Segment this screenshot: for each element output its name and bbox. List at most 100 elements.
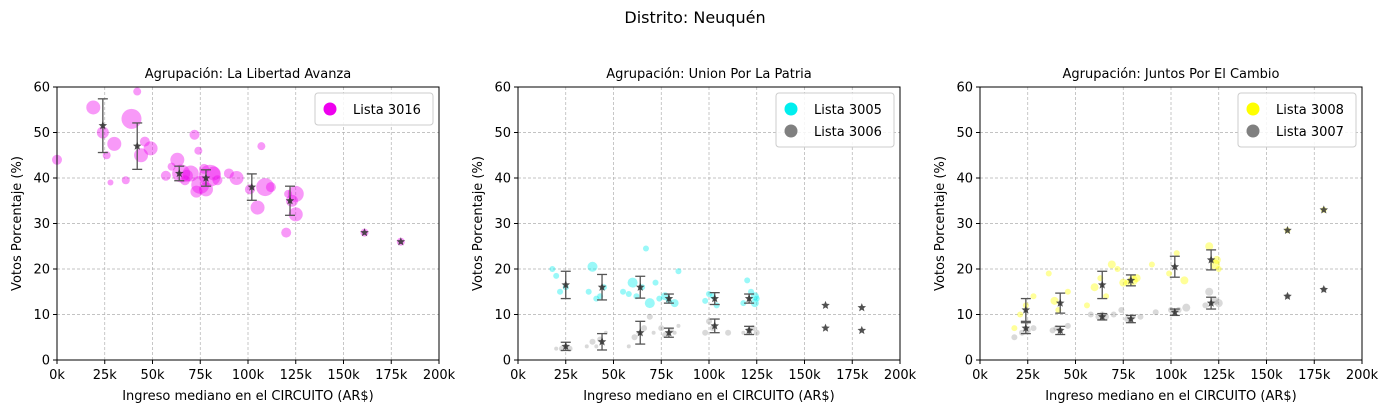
x-tick-label: 125k	[1203, 368, 1236, 383]
data-point	[658, 325, 665, 332]
legend-marker	[1246, 102, 1260, 116]
data-point	[584, 344, 589, 349]
chart-panel-2: 0k 25k 50k 75k 100k 125k 150k 175k 200k 0 10 20 30 40…	[471, 67, 917, 404]
chart-title: Agrupación: Union Por La Patria	[606, 67, 812, 82]
mean-marker	[1283, 291, 1292, 300]
data-point	[589, 338, 596, 345]
data-point	[741, 330, 746, 335]
mean-marker	[98, 121, 108, 130]
data-point	[670, 299, 679, 308]
data-point	[1166, 270, 1173, 277]
mean-marker	[360, 228, 369, 237]
legend-marker	[1246, 124, 1260, 138]
plot-frame	[56, 86, 440, 361]
data-point	[107, 179, 114, 186]
y-tick-label: 20	[33, 263, 50, 278]
chart-title: Agrupación: Juntos Por El Cambio	[1063, 67, 1280, 82]
mean-marker	[201, 173, 211, 182]
x-tick-label: 0k	[972, 368, 988, 383]
data-point	[702, 329, 709, 336]
data-point	[170, 152, 185, 167]
data-point	[133, 87, 142, 96]
data-point	[641, 325, 648, 332]
y-tick-label: 60	[956, 81, 973, 96]
mean-marker	[597, 337, 607, 346]
y-tick-label: 30	[33, 217, 50, 232]
mean-marker	[1283, 225, 1292, 234]
data-point	[1049, 327, 1056, 334]
mean-marker	[396, 237, 406, 246]
y-tick-label: 40	[494, 172, 511, 187]
legend-entry: Lista 3006	[814, 125, 882, 140]
data-point	[281, 227, 292, 238]
mean-marker	[1319, 284, 1329, 294]
data-point	[553, 272, 560, 279]
y-axis-label: Votos Porcentaje (%)	[933, 156, 948, 291]
data-point	[753, 295, 760, 302]
data-point	[1202, 302, 1209, 309]
x-tick-label: 125k	[280, 368, 313, 383]
legend-box	[314, 92, 434, 126]
plot-frame	[517, 86, 901, 361]
data-point	[652, 279, 659, 286]
x-tick-label: 50k	[140, 368, 165, 383]
data-point	[194, 146, 203, 155]
data-point	[557, 288, 564, 295]
x-tick-label: 175k	[836, 368, 869, 383]
x-axis-label: Ingreso mediano en el CIRCUITO (AR$)	[583, 389, 835, 404]
data-point	[753, 329, 760, 336]
mean-marker	[635, 282, 645, 291]
x-tick-label: 0k	[510, 368, 526, 383]
x-tick-label: 100k	[693, 368, 726, 383]
data-point	[223, 168, 234, 179]
y-tick-label: 0	[965, 354, 973, 369]
data-point	[265, 182, 276, 193]
legend-entry: Lista 3007	[1276, 125, 1344, 140]
data-point	[676, 323, 681, 328]
y-tick-label: 40	[33, 172, 50, 187]
y-tick-label: 10	[956, 308, 973, 323]
x-tick-label: 75k	[1111, 368, 1136, 383]
data-point	[740, 300, 747, 307]
x-tick-label: 100k	[1155, 368, 1188, 383]
data-point	[102, 151, 111, 160]
mean-marker	[561, 280, 571, 289]
y-tick-label: 50	[33, 126, 50, 141]
data-point	[587, 261, 598, 272]
mean-marker	[247, 182, 257, 191]
data-point	[1103, 293, 1110, 300]
data-point	[1137, 313, 1144, 320]
mean-marker	[597, 282, 607, 291]
x-axis-label: Ingreso mediano en el CIRCUITO (AR$)	[1045, 389, 1297, 404]
data-point	[656, 295, 663, 302]
data-point	[662, 331, 669, 338]
x-tick-label: 175k	[1298, 368, 1331, 383]
chart-panel-1: 0k 25k 50k 75k 100k 125k 150k 175k 200k 0 10 20 30 40…	[10, 67, 456, 404]
data-point	[702, 297, 709, 304]
legend-marker	[323, 102, 337, 116]
mean-marker	[710, 321, 720, 330]
y-tick-label: 20	[956, 263, 973, 278]
data-point	[1180, 276, 1189, 285]
y-tick-label: 0	[503, 354, 511, 369]
data-point	[1030, 293, 1037, 300]
chart-panel-3: 0k 25k 50k 75k 100k 125k 150k 175k 200k 0 10 20 30 40…	[933, 67, 1379, 404]
data-point	[1215, 266, 1222, 272]
data-point	[1030, 325, 1037, 332]
data-point	[644, 298, 655, 309]
data-point	[212, 175, 223, 186]
x-tick-label: 50k	[601, 368, 626, 383]
mean-marker	[1206, 298, 1216, 307]
chart-title: Agrupación: La Libertad Avanza	[145, 67, 351, 82]
data-point	[1182, 303, 1191, 312]
plot-frame	[979, 86, 1363, 361]
data-point	[744, 277, 751, 284]
data-point	[725, 329, 732, 336]
data-point	[1205, 242, 1214, 251]
x-tick-label: 150k	[788, 368, 821, 383]
data-point	[1205, 287, 1214, 296]
x-tick-label: 150k	[327, 368, 360, 383]
data-point	[288, 207, 303, 222]
data-point	[1011, 334, 1018, 341]
legend-box	[775, 92, 895, 148]
